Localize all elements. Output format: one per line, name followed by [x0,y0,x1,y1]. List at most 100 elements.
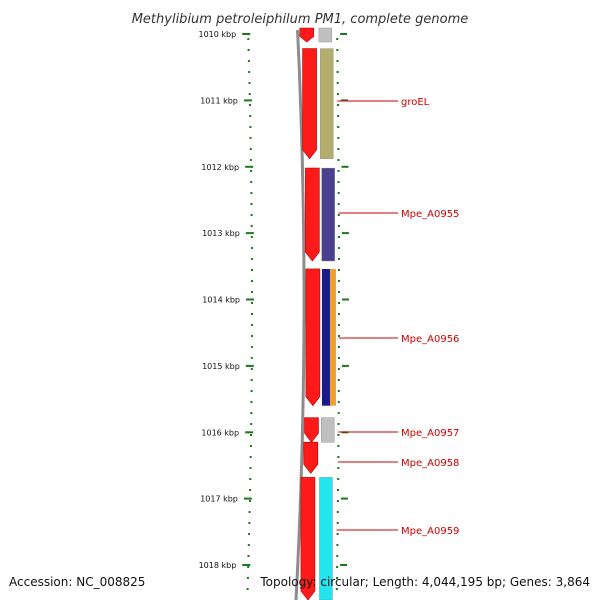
arc-dot [247,60,250,62]
right-dotted-arc [335,38,340,590]
arc-dot [250,214,253,216]
arc-dot [249,467,252,469]
arc-dot [251,324,253,326]
kbp-tick-right [342,298,349,301]
kbp-tick-right [340,99,348,102]
arc-dot [336,93,339,95]
arc-dot [336,577,338,579]
arc-dot [250,423,253,425]
kbp-tick [242,33,251,35]
feature-band [321,417,335,443]
cds-arrow [302,48,317,160]
kbp-tick-label: 1011 kbp [200,96,238,105]
arc-dot [250,236,253,238]
arc-dot [337,181,340,183]
arc-dot [337,203,340,205]
arc-dot [250,335,253,337]
arc-dot [247,49,250,51]
kbp-tick-label: 1018 kbp [199,561,237,570]
cds-arrow [300,477,316,600]
kbp-tick-right [340,33,348,35]
arc-dot [337,104,339,106]
arc-dot [249,115,252,117]
arc-dot [337,346,340,348]
arc-dot [248,82,251,84]
arc-dot [249,445,252,447]
kbp-tick-right [341,165,349,168]
arc-dot [337,467,340,469]
arc-dot [250,357,253,359]
left-dotted-arc [246,38,253,590]
kbp-tick-label: 1010 kbp [198,30,236,39]
cds-arrow [305,167,320,262]
arc-dot [247,555,250,557]
arc-dot [336,522,339,524]
kbp-tick-right [340,497,348,500]
gene-label: Mpe_A0956 [401,334,459,345]
arc-dot [250,269,253,271]
arc-dot [250,434,252,436]
arc-dot [336,38,339,40]
arc-dot [336,49,339,51]
arc-dot [249,489,252,491]
arc-dot [248,93,251,95]
cds-arrow [299,27,315,43]
arc-dot [336,566,339,568]
arc-dot [247,566,250,568]
arc-dot [250,258,253,260]
arc-dot [338,302,340,304]
kbp-tick-label: 1014 kbp [202,296,240,305]
gene-label: groEL [401,97,430,108]
genome-backbone [294,29,306,600]
arc-dot [249,159,252,161]
arc-dot [247,38,250,40]
kbp-tick-right [341,364,349,367]
arc-dot [338,313,340,315]
arc-dot [337,159,340,161]
arc-dot [250,181,253,183]
kbp-tick [245,431,254,434]
arc-dot [250,379,253,381]
feature-band [318,27,333,43]
arc-dot [337,445,340,447]
arc-dot [338,291,340,293]
feature-band-accent [329,269,336,406]
arc-dot [336,511,339,513]
arc-dot [337,456,340,458]
arc-dot [336,82,339,84]
accession-text: Accession: NC_008825 [9,575,145,589]
kbp-tick-label: 1017 kbp [200,495,238,504]
kbp-tick [243,497,252,500]
kbp-tick-right [341,232,349,235]
arc-dot [337,368,340,370]
kbp-tick-label: 1016 kbp [201,428,239,437]
arc-dot [250,368,253,370]
kbp-tick-label: 1013 kbp [202,229,240,238]
kbp-tick [243,99,252,102]
arc-dot [337,357,340,359]
arc-dot [337,401,340,403]
kbp-tick [246,298,254,301]
arc-dot [337,192,340,194]
arc-dot [248,511,251,513]
feature-band [321,167,335,262]
arc-dot [250,346,253,348]
arc-dot [337,423,340,425]
arc-dot [249,478,252,480]
arc-dot [246,577,249,579]
cds-arrow [305,268,321,407]
arc-dot [338,324,340,326]
arc-dot [248,533,251,535]
kbp-tick [245,232,254,235]
kbp-tick-right [340,564,348,566]
arc-dot [250,192,253,194]
arc-dot [336,533,339,535]
arc-dot [246,588,249,590]
arc-dot [250,412,253,414]
gene-features: groEL Mpe_A0955 Mpe_A0956 Mpe_A0957 Mpe_A095… [299,27,459,600]
arc-dot [247,544,250,546]
arc-dot [335,588,338,590]
arc-dot [338,269,340,271]
feature-band [321,269,331,406]
arc-dot [250,225,253,227]
